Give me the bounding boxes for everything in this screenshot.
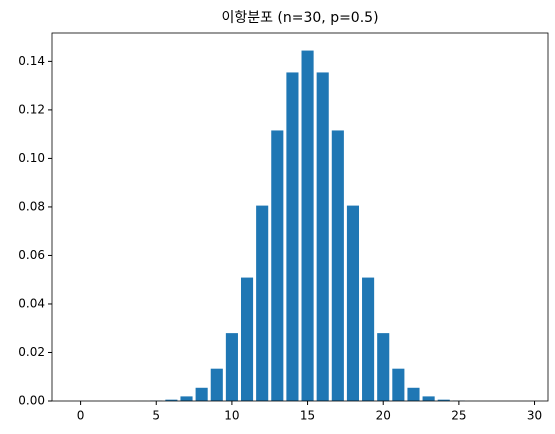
bar: [316, 72, 329, 402]
bar: [346, 205, 360, 401]
bar: [165, 399, 178, 401]
chart-title: 이항분포 (n=30, p=0.5): [221, 10, 378, 26]
x-tick-label: 0: [77, 409, 85, 423]
bar: [240, 277, 254, 401]
bar: [180, 396, 193, 401]
bar: [210, 368, 223, 401]
plot-frame: [51, 32, 549, 402]
y-tick-label: 0.14: [18, 54, 45, 68]
y-tick-label: 0.04: [18, 296, 45, 310]
bar: [301, 50, 314, 402]
bar: [437, 399, 450, 401]
y-tick-label: 0.02: [18, 345, 45, 359]
y-tick-label: 0.10: [18, 151, 45, 165]
y-tick-label: 0.06: [18, 248, 45, 262]
bar: [392, 368, 405, 401]
x-tick-label: 5: [152, 409, 160, 423]
y-tick-label: 0.12: [18, 102, 45, 116]
bar: [407, 387, 420, 401]
x-tick-label: 15: [300, 409, 315, 423]
x-tick-label: 20: [376, 409, 391, 423]
bar: [362, 277, 375, 401]
y-tick-label: 0.00: [18, 394, 45, 408]
bar: [271, 130, 284, 401]
bar: [286, 72, 299, 402]
x-tick-label: 30: [527, 409, 542, 423]
bar: [422, 396, 435, 401]
x-tick-label: 25: [451, 409, 466, 423]
bar: [256, 205, 269, 401]
bar: [331, 130, 344, 401]
bar: [377, 333, 390, 401]
x-tick-label: 10: [224, 409, 239, 423]
bar: [195, 387, 208, 401]
bar: [225, 333, 238, 401]
y-tick-label: 0.08: [18, 199, 45, 213]
